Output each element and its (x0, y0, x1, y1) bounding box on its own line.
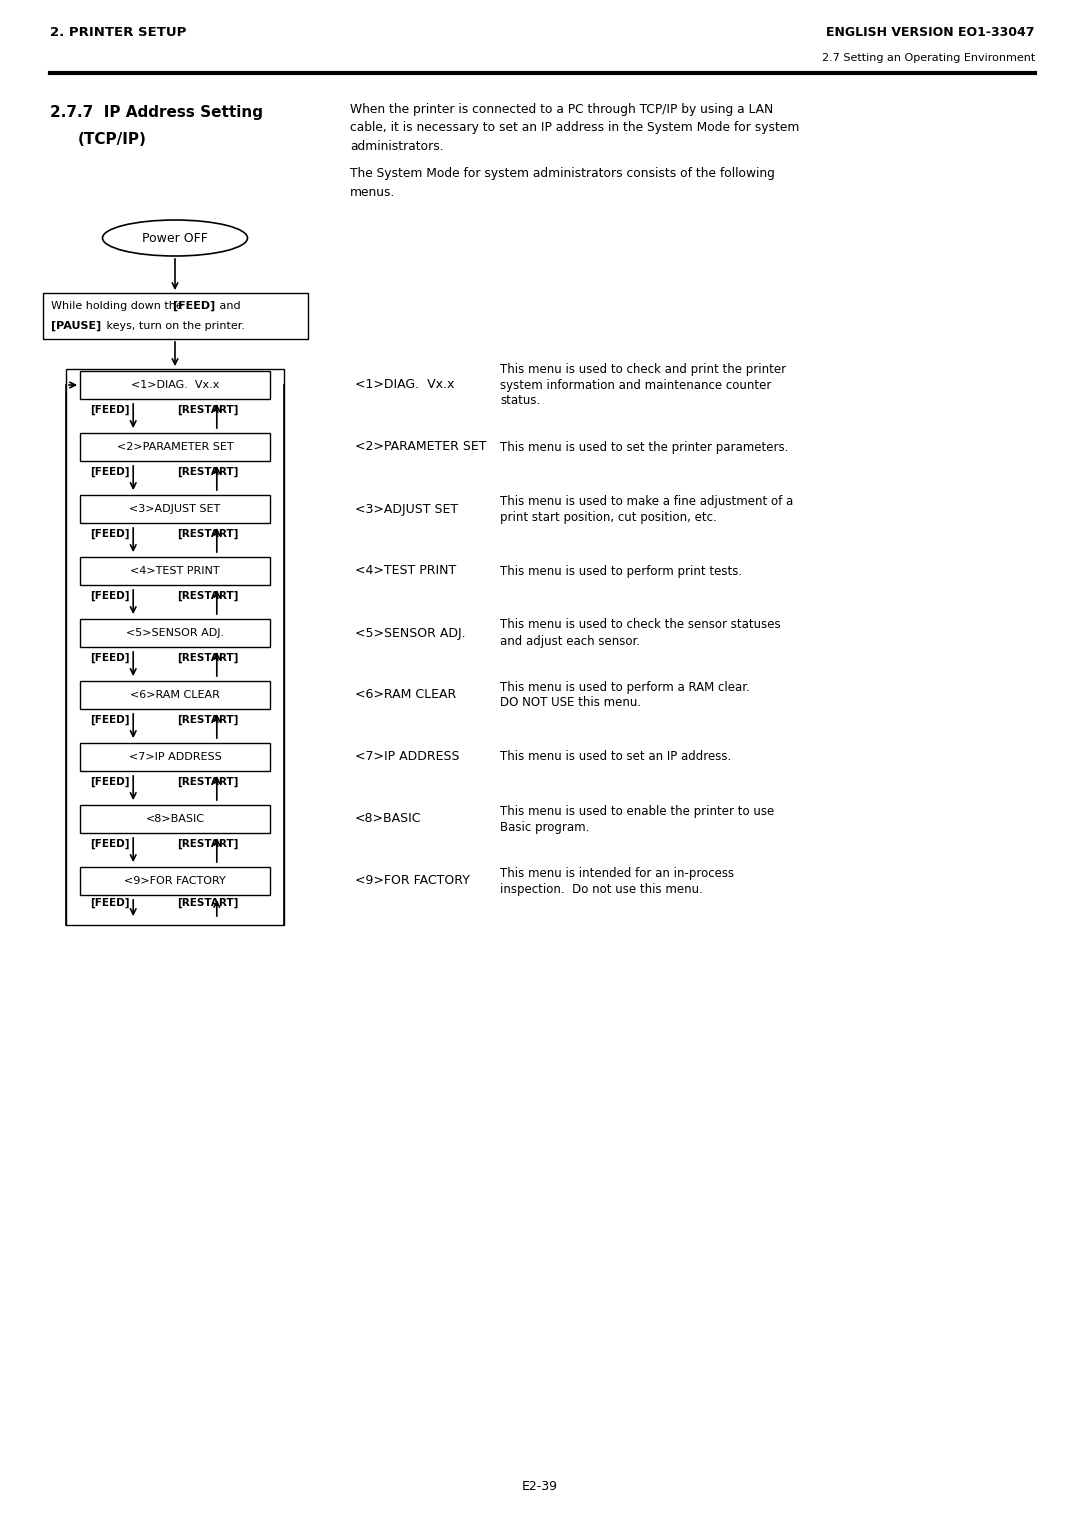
Text: menus.: menus. (350, 185, 395, 199)
Bar (80, 743, 270, 772)
Text: [RESTART]: [RESTART] (177, 405, 239, 416)
Text: [FEED]: [FEED] (90, 839, 130, 850)
Text: and adjust each sensor.: and adjust each sensor. (500, 634, 640, 648)
Text: [FEED]: [FEED] (90, 591, 130, 601)
Bar (80, 619, 270, 646)
Text: [RESTART]: [RESTART] (177, 898, 239, 908)
Text: This menu is used to set an IP address.: This menu is used to set an IP address. (500, 750, 731, 764)
Text: Basic program.: Basic program. (500, 821, 590, 833)
Text: <3>ADJUST SET: <3>ADJUST SET (130, 504, 220, 513)
Text: This menu is used to make a fine adjustment of a: This menu is used to make a fine adjustm… (500, 495, 793, 507)
Text: status.: status. (500, 394, 540, 408)
Text: [FEED]: [FEED] (90, 652, 130, 663)
Text: 2.7.7  IP Address Setting: 2.7.7 IP Address Setting (50, 105, 264, 121)
Text: 2. PRINTER SETUP: 2. PRINTER SETUP (50, 26, 187, 40)
Text: <7>IP ADDRESS: <7>IP ADDRESS (355, 750, 459, 764)
Bar (80, 371, 270, 399)
Text: inspection.  Do not use this menu.: inspection. Do not use this menu. (500, 883, 703, 895)
Text: <9>FOR FACTORY: <9>FOR FACTORY (355, 874, 470, 888)
Text: 2.7 Setting an Operating Environment: 2.7 Setting an Operating Environment (822, 53, 1035, 63)
Text: <2>PARAMETER SET: <2>PARAMETER SET (355, 440, 486, 454)
Text: keys, turn on the printer.: keys, turn on the printer. (103, 321, 245, 332)
Text: [FEED]: [FEED] (173, 301, 215, 312)
Text: cable, it is necessary to set an IP address in the System Mode for system: cable, it is necessary to set an IP addr… (350, 122, 799, 134)
Text: [FEED]: [FEED] (90, 468, 130, 477)
Text: [FEED]: [FEED] (90, 529, 130, 539)
Text: <1>DIAG.  Vx.x: <1>DIAG. Vx.x (131, 380, 219, 390)
Text: print start position, cut position, etc.: print start position, cut position, etc. (500, 510, 717, 524)
Text: <8>BASIC: <8>BASIC (355, 813, 421, 825)
Text: The System Mode for system administrators consists of the following: The System Mode for system administrator… (350, 168, 774, 180)
Text: This menu is used to set the printer parameters.: This menu is used to set the printer par… (500, 440, 788, 454)
Bar (80, 681, 270, 709)
Text: [RESTART]: [RESTART] (177, 839, 239, 850)
Text: While holding down the: While holding down the (51, 301, 186, 312)
Text: <9>FOR FACTORY: <9>FOR FACTORY (124, 876, 226, 886)
Text: [FEED]: [FEED] (90, 715, 130, 726)
Text: This menu is used to enable the printer to use: This menu is used to enable the printer … (500, 805, 774, 817)
Text: <4>TEST PRINT: <4>TEST PRINT (131, 565, 220, 576)
Text: [RESTART]: [RESTART] (177, 776, 239, 787)
Text: [RESTART]: [RESTART] (177, 652, 239, 663)
Bar (80, 866, 270, 895)
Ellipse shape (103, 220, 247, 257)
Text: <3>ADJUST SET: <3>ADJUST SET (355, 503, 458, 515)
Text: <1>DIAG.  Vx.x: <1>DIAG. Vx.x (355, 379, 455, 391)
Text: This menu is used to perform a RAM clear.: This menu is used to perform a RAM clear… (500, 680, 750, 694)
Bar (80, 558, 270, 585)
Text: This menu is used to perform print tests.: This menu is used to perform print tests… (500, 564, 742, 578)
Text: This menu is used to check the sensor statuses: This menu is used to check the sensor st… (500, 619, 781, 631)
Bar (80, 805, 270, 833)
Text: <4>TEST PRINT: <4>TEST PRINT (355, 564, 456, 578)
Text: administrators.: administrators. (350, 139, 444, 153)
Text: DO NOT USE this menu.: DO NOT USE this menu. (500, 697, 642, 709)
Text: [FEED]: [FEED] (90, 898, 130, 908)
Text: [FEED]: [FEED] (90, 776, 130, 787)
Text: [RESTART]: [RESTART] (177, 591, 239, 601)
Bar (66, 368, 284, 924)
Text: [FEED]: [FEED] (90, 405, 130, 416)
Text: and: and (216, 301, 241, 312)
Text: system information and maintenance counter: system information and maintenance count… (500, 379, 771, 391)
Text: [RESTART]: [RESTART] (177, 715, 239, 726)
Text: (TCP/IP): (TCP/IP) (78, 133, 147, 148)
Bar (80, 432, 270, 461)
Text: <5>SENSOR ADJ.: <5>SENSOR ADJ. (355, 626, 465, 640)
Text: ENGLISH VERSION EO1-33047: ENGLISH VERSION EO1-33047 (826, 26, 1035, 40)
Text: Power OFF: Power OFF (143, 232, 208, 244)
Text: [PAUSE]: [PAUSE] (51, 321, 102, 332)
Text: This menu is intended for an in-process: This menu is intended for an in-process (500, 866, 734, 880)
Text: <6>RAM CLEAR: <6>RAM CLEAR (355, 689, 456, 701)
Text: <8>BASIC: <8>BASIC (146, 814, 204, 824)
Text: <6>RAM CLEAR: <6>RAM CLEAR (130, 691, 220, 700)
Bar (80, 495, 270, 523)
Text: This menu is used to check and print the printer: This menu is used to check and print the… (500, 362, 786, 376)
Text: E2-39: E2-39 (522, 1479, 558, 1493)
Bar (43, 293, 308, 339)
Text: When the printer is connected to a PC through TCP/IP by using a LAN: When the printer is connected to a PC th… (350, 104, 773, 116)
Text: <2>PARAMETER SET: <2>PARAMETER SET (117, 442, 233, 452)
Text: [RESTART]: [RESTART] (177, 468, 239, 477)
Text: [RESTART]: [RESTART] (177, 529, 239, 539)
Text: <7>IP ADDRESS: <7>IP ADDRESS (129, 752, 221, 762)
Text: <5>SENSOR ADJ.: <5>SENSOR ADJ. (126, 628, 224, 639)
